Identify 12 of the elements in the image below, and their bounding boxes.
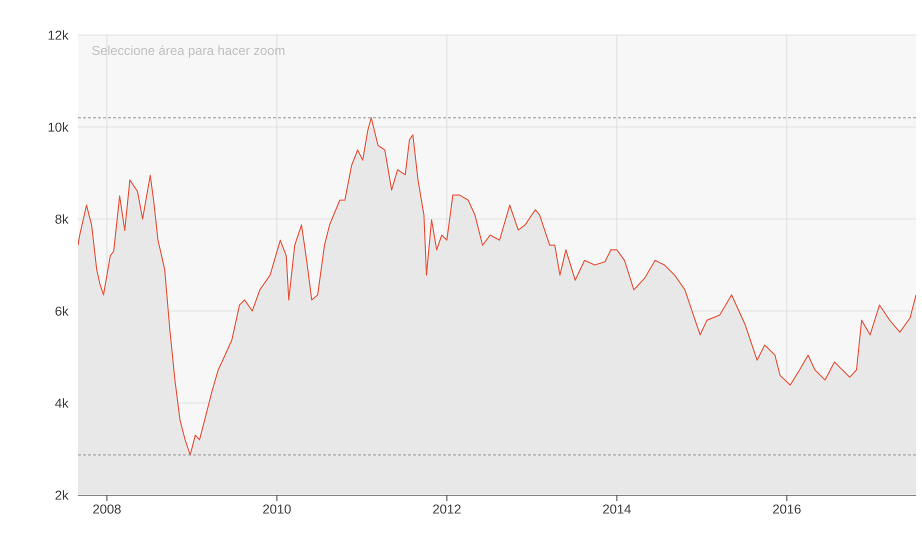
y-tick-label: 2k [55,490,69,500]
x-tick-label: 2012 [433,504,461,514]
y-tick-label: 4k [55,398,69,408]
annotation: Seleccione área para hacer zoom [92,45,284,58]
x-tick-label: 2010 [263,504,291,514]
y-tick-label: 6k [55,306,69,316]
x-tick-label: 2016 [773,504,801,514]
y-tick-label: 8k [55,214,69,224]
y-tick-label: 12k [48,30,69,40]
y-tick-label: 10k [48,122,69,132]
x-tick-label: 2014 [603,504,631,514]
x-tick-label: 2008 [93,504,121,514]
